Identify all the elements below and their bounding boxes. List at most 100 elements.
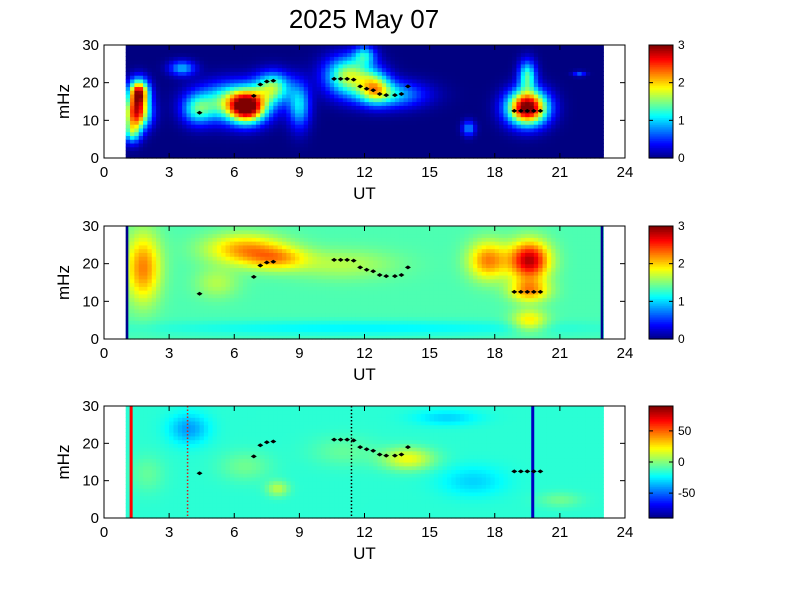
heatmap-cell [329,101,335,106]
heatmap-cell [268,101,274,106]
heatmap-cell [225,109,231,114]
heatmap-cell [316,267,322,272]
heatmap-cell [360,139,366,144]
heatmap-cell [212,301,218,306]
heatmap-cell [446,127,452,133]
heatmap-cell [264,327,270,333]
heatmap-cell [277,86,283,91]
heatmap-cell [412,86,418,91]
heatmap-cell [255,267,261,272]
heatmap-cell [390,116,396,121]
heatmap-cell [216,267,222,272]
heatmap-cell [386,63,392,69]
heatmap-cell [277,327,283,333]
heatmap-cell [277,259,283,265]
heatmap-cell [312,316,318,321]
heatmap-cell [455,56,461,61]
heatmap-cell [481,139,487,144]
heatmap-cell [242,105,248,110]
heatmap-cell [381,86,387,91]
heatmap-cell [273,263,279,269]
heatmap-cell [212,327,218,333]
heatmap-cell [255,248,261,253]
heatmap-cell [342,323,348,329]
heatmap-cell [312,233,318,238]
heatmap-cell [173,112,179,118]
heatmap-cell [446,112,452,118]
heatmap-cell [147,82,153,88]
data-marker [537,108,544,113]
heatmap-cell [156,293,162,299]
heatmap-cell [143,63,149,69]
heatmap-cell [182,271,188,276]
heatmap-cell [247,278,253,284]
heatmap-cell [264,244,270,250]
heatmap-cell [212,60,218,65]
colorbar-step [649,133,673,136]
heatmap-cell [546,75,552,80]
heatmap-cell [286,82,292,88]
heatmap-cell [273,139,279,144]
heatmap-cell [321,105,327,110]
heatmap-cell [598,124,604,129]
heatmap-cell [503,105,509,110]
heatmap-cell [329,146,335,152]
heatmap-cell [212,320,218,325]
heatmap-cell [251,146,257,152]
heatmap-cell [442,90,448,95]
heatmap-cell [373,150,379,155]
heatmap-cell [147,308,153,314]
heatmap-cell [199,252,205,257]
heatmap-cell [208,233,214,238]
x-tick-label: 0 [100,164,108,181]
heatmap-cell [277,127,283,133]
heatmap-cell [156,316,162,321]
heatmap-cell [177,286,183,291]
heatmap-cell [169,252,175,257]
heatmap-cell [229,93,235,99]
heatmap-cell [360,90,366,95]
heatmap-cell [412,131,418,136]
heatmap-cell [208,286,214,291]
heatmap-cell [325,331,331,336]
heatmap-cell [334,312,340,317]
heatmap-cell [546,101,552,106]
heatmap-cell [507,90,513,95]
heatmap-cell [156,233,162,238]
heatmap-cell [173,109,179,114]
heatmap-cell [134,252,140,257]
heatmap-cell [260,241,266,246]
heatmap-cell [351,139,357,144]
colorbar-step [649,67,673,71]
heatmap-cell [299,82,305,88]
heatmap-cell [190,60,196,65]
heatmap-cell [390,127,396,133]
heatmap-cell [442,56,448,61]
heatmap-cell [308,327,313,333]
heatmap-cell [143,71,149,76]
heatmap-cell [299,301,305,306]
heatmap-cell [533,105,539,110]
heatmap-cell [403,82,409,88]
heatmap-cell [247,248,253,253]
colorbar-step [649,127,673,131]
heatmap-cell [203,45,209,50]
heatmap-cell [425,142,431,148]
heatmap-cell [221,131,227,136]
heatmap-cell [255,233,261,238]
heatmap-cell [325,297,331,302]
heatmap-cell [268,146,274,152]
heatmap-cell [581,48,587,54]
heatmap-cell [551,78,557,84]
heatmap-cell [590,150,596,155]
heatmap-cell [559,146,565,152]
heatmap-cell [186,97,192,103]
heatmap-cell [156,105,162,110]
heatmap-cell [425,90,431,95]
heatmap-cell [390,56,396,61]
heatmap-cell [438,67,444,72]
heatmap-cell [347,146,353,152]
heatmap-cell [242,45,248,50]
heatmap-cell [546,109,552,114]
heatmap-cell [199,139,205,144]
